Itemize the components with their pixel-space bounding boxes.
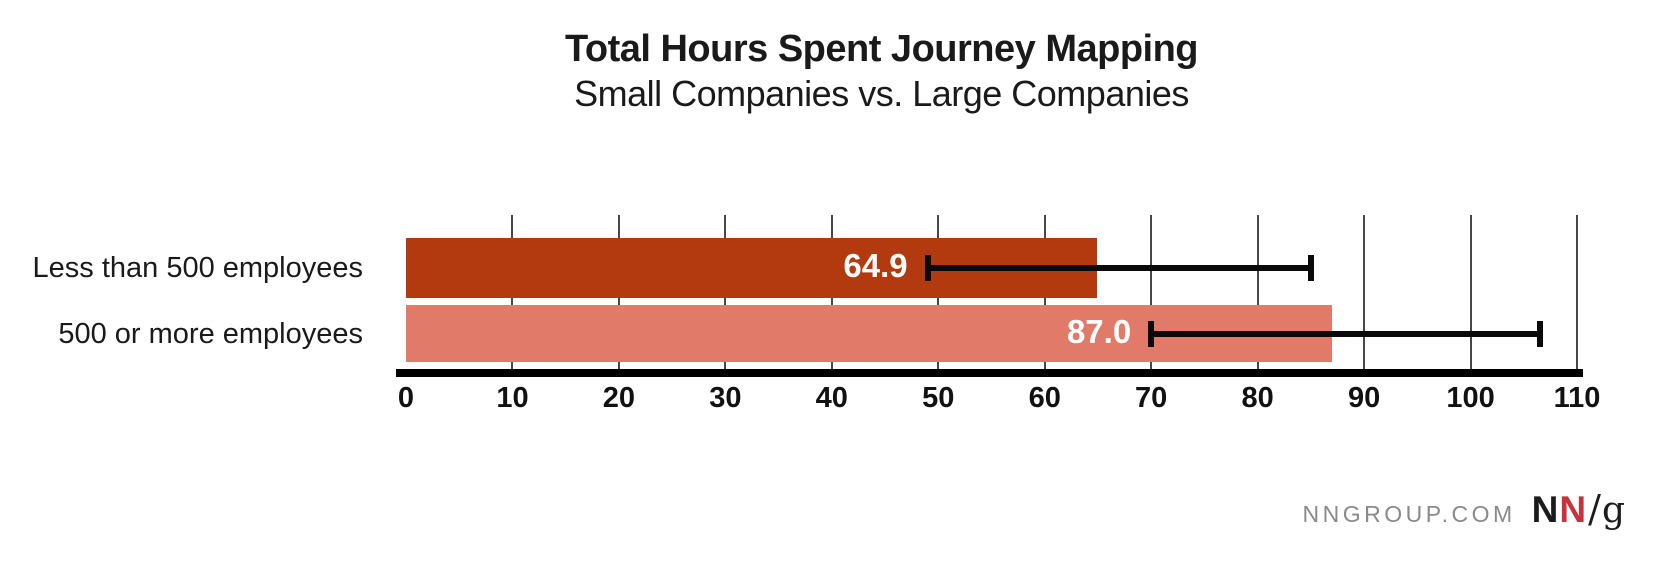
gridline [1469, 215, 1472, 369]
chart-subtitle: Small Companies vs. Large Companies [574, 73, 1189, 114]
gridline [1256, 215, 1259, 369]
gridline [1576, 215, 1578, 369]
error-bar-cap-left [1148, 320, 1155, 347]
chart-header: Total Hours Spent Journey Mapping Small … [55, 26, 1653, 116]
logo-g-letter: g [1601, 490, 1625, 531]
logo-n-black-letter: N [1531, 489, 1560, 530]
logo-n-red-letter: N [1559, 489, 1588, 530]
x-tick-label: 10 [496, 382, 529, 414]
x-tick-label: 40 [815, 382, 848, 414]
x-tick-label: 30 [709, 382, 742, 414]
error-bar [1151, 330, 1540, 337]
gridline [1363, 215, 1366, 369]
error-bar-cap-right [1536, 320, 1543, 347]
category-label: Less than 500 employees [32, 252, 364, 284]
bar-value-label: 64.9 [843, 247, 908, 284]
nngroup-site-label: NNGROUP.COM [1302, 501, 1516, 527]
x-tick-label: 0 [397, 382, 415, 414]
gridline [1150, 215, 1153, 369]
logo-slash: / [1588, 487, 1601, 531]
x-tick-label: 100 [1446, 382, 1495, 414]
bar-value-label: 87.0 [1066, 312, 1132, 350]
x-tick-label: 50 [922, 382, 955, 414]
error-bar-cap-right [1307, 255, 1314, 281]
x-tick-label: 80 [1241, 382, 1274, 414]
nng-logo: N N / g [1532, 487, 1625, 531]
x-tick-label: 90 [1347, 382, 1381, 414]
x-axis-line [396, 369, 1583, 377]
chart-title: Total Hours Spent Journey Mapping [564, 28, 1199, 70]
category-label: 500 or more employees [58, 317, 363, 350]
x-tick-label: 20 [602, 382, 636, 414]
footer: NNGROUP.COM N N / g [1303, 487, 1625, 531]
x-tick-label: 70 [1135, 382, 1168, 414]
x-tick-label: 110 [1553, 382, 1601, 414]
error-bar-cap-left [924, 255, 931, 281]
x-tick-label: 60 [1028, 382, 1061, 414]
error-bar [927, 265, 1311, 271]
